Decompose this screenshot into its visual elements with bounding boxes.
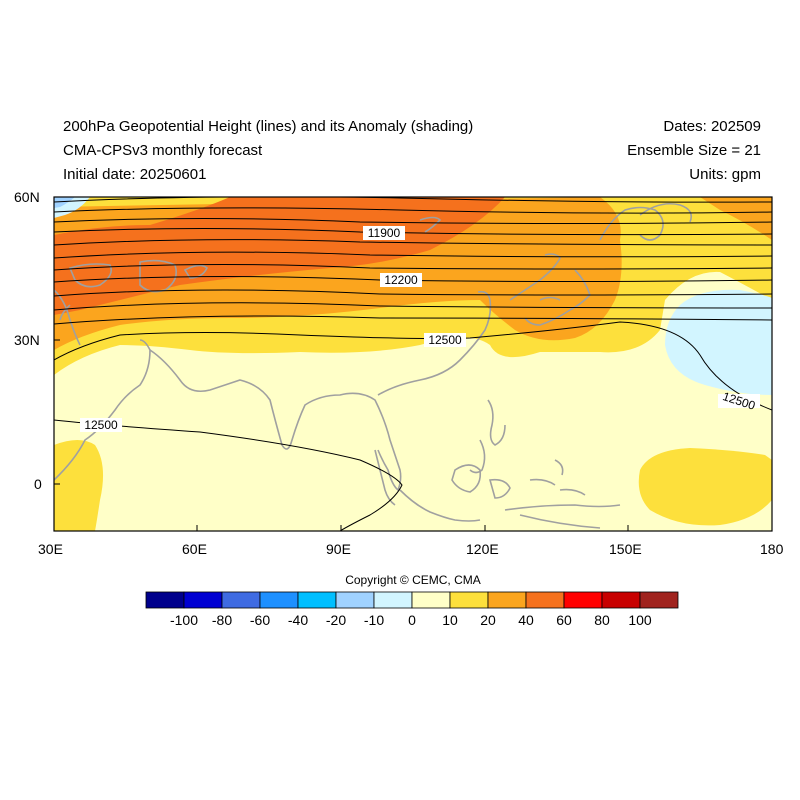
colorbar-swatch (411, 591, 451, 609)
lon-tick-180: 180 (760, 541, 784, 557)
model-subtitle: CMA-CPSv3 monthly forecast (63, 142, 263, 159)
ensemble-size: Ensemble Size = 21 (627, 142, 761, 159)
colorbar-label: -10 (363, 612, 385, 628)
colorbar-swatch (449, 591, 489, 609)
anomaly-shading (54, 197, 772, 531)
anomaly-fill-neg-10-20-nw (54, 197, 75, 208)
colorbar-label: 60 (556, 612, 572, 628)
colorbar-label: -80 (211, 612, 233, 628)
colorbar-swatch (259, 591, 299, 609)
colorbar-swatch (601, 591, 641, 609)
colorbar-swatch (373, 591, 413, 609)
colorbar-label: -100 (169, 612, 199, 628)
colorbar-label: 10 (442, 612, 458, 628)
colorbar-label: 40 (518, 612, 534, 628)
map-frame (53, 196, 773, 532)
lon-tick-90e: 90E (326, 541, 351, 557)
colorbar-label: 0 (408, 612, 416, 628)
anomaly-fill-neg-0-10 (665, 289, 772, 395)
colorbar-label: 20 (480, 612, 496, 628)
lat-tick-60n: 60N (14, 189, 40, 205)
height-contours (54, 197, 772, 531)
contour-label-11900: 11900 (368, 226, 401, 240)
colorbar-label: 80 (594, 612, 610, 628)
colorbar-label: -60 (249, 612, 271, 628)
colorbar-label: -20 (325, 612, 347, 628)
forecast-dates: Dates: 202509 (663, 118, 761, 135)
colorbar-swatch (563, 591, 603, 609)
colorbar (145, 591, 679, 609)
colorbar-swatch (487, 591, 527, 609)
contour-label-12200: 12200 (384, 273, 418, 287)
colorbar-swatch (639, 591, 679, 609)
initial-date: Initial date: 20250601 (63, 166, 207, 183)
colorbar-swatch (221, 591, 261, 609)
anomaly-fill-20-40-ne (700, 197, 772, 240)
units-label: Units: gpm (689, 166, 761, 183)
contour-label-12500-west: 12500 (84, 418, 118, 432)
colorbar-swatch (145, 591, 185, 609)
coastlines (54, 202, 693, 529)
colorbar-label: -40 (287, 612, 309, 628)
lon-tick-30e: 30E (38, 541, 63, 557)
lat-tick-30n: 30N (14, 332, 40, 348)
lon-tick-120e: 120E (466, 541, 499, 557)
lon-tick-150e: 150E (609, 541, 642, 557)
contour-label-12500-center: 12500 (428, 333, 462, 347)
copyright-text: Copyright © CEMC, CMA (345, 573, 481, 587)
colorbar-label: 100 (628, 612, 652, 628)
lon-tick-60e: 60E (182, 541, 207, 557)
axis-ticks (53, 196, 773, 531)
lat-tick-0: 0 (34, 476, 42, 492)
anomaly-fill-10-20-west (54, 440, 104, 531)
colorbar-swatch (525, 591, 565, 609)
colorbar-swatch (335, 591, 375, 609)
colorbar-swatch (297, 591, 337, 609)
map-title: 200hPa Geopotential Height (lines) and i… (63, 118, 474, 135)
anomaly-fill-10-20-east (638, 448, 772, 526)
colorbar-swatch (183, 591, 223, 609)
